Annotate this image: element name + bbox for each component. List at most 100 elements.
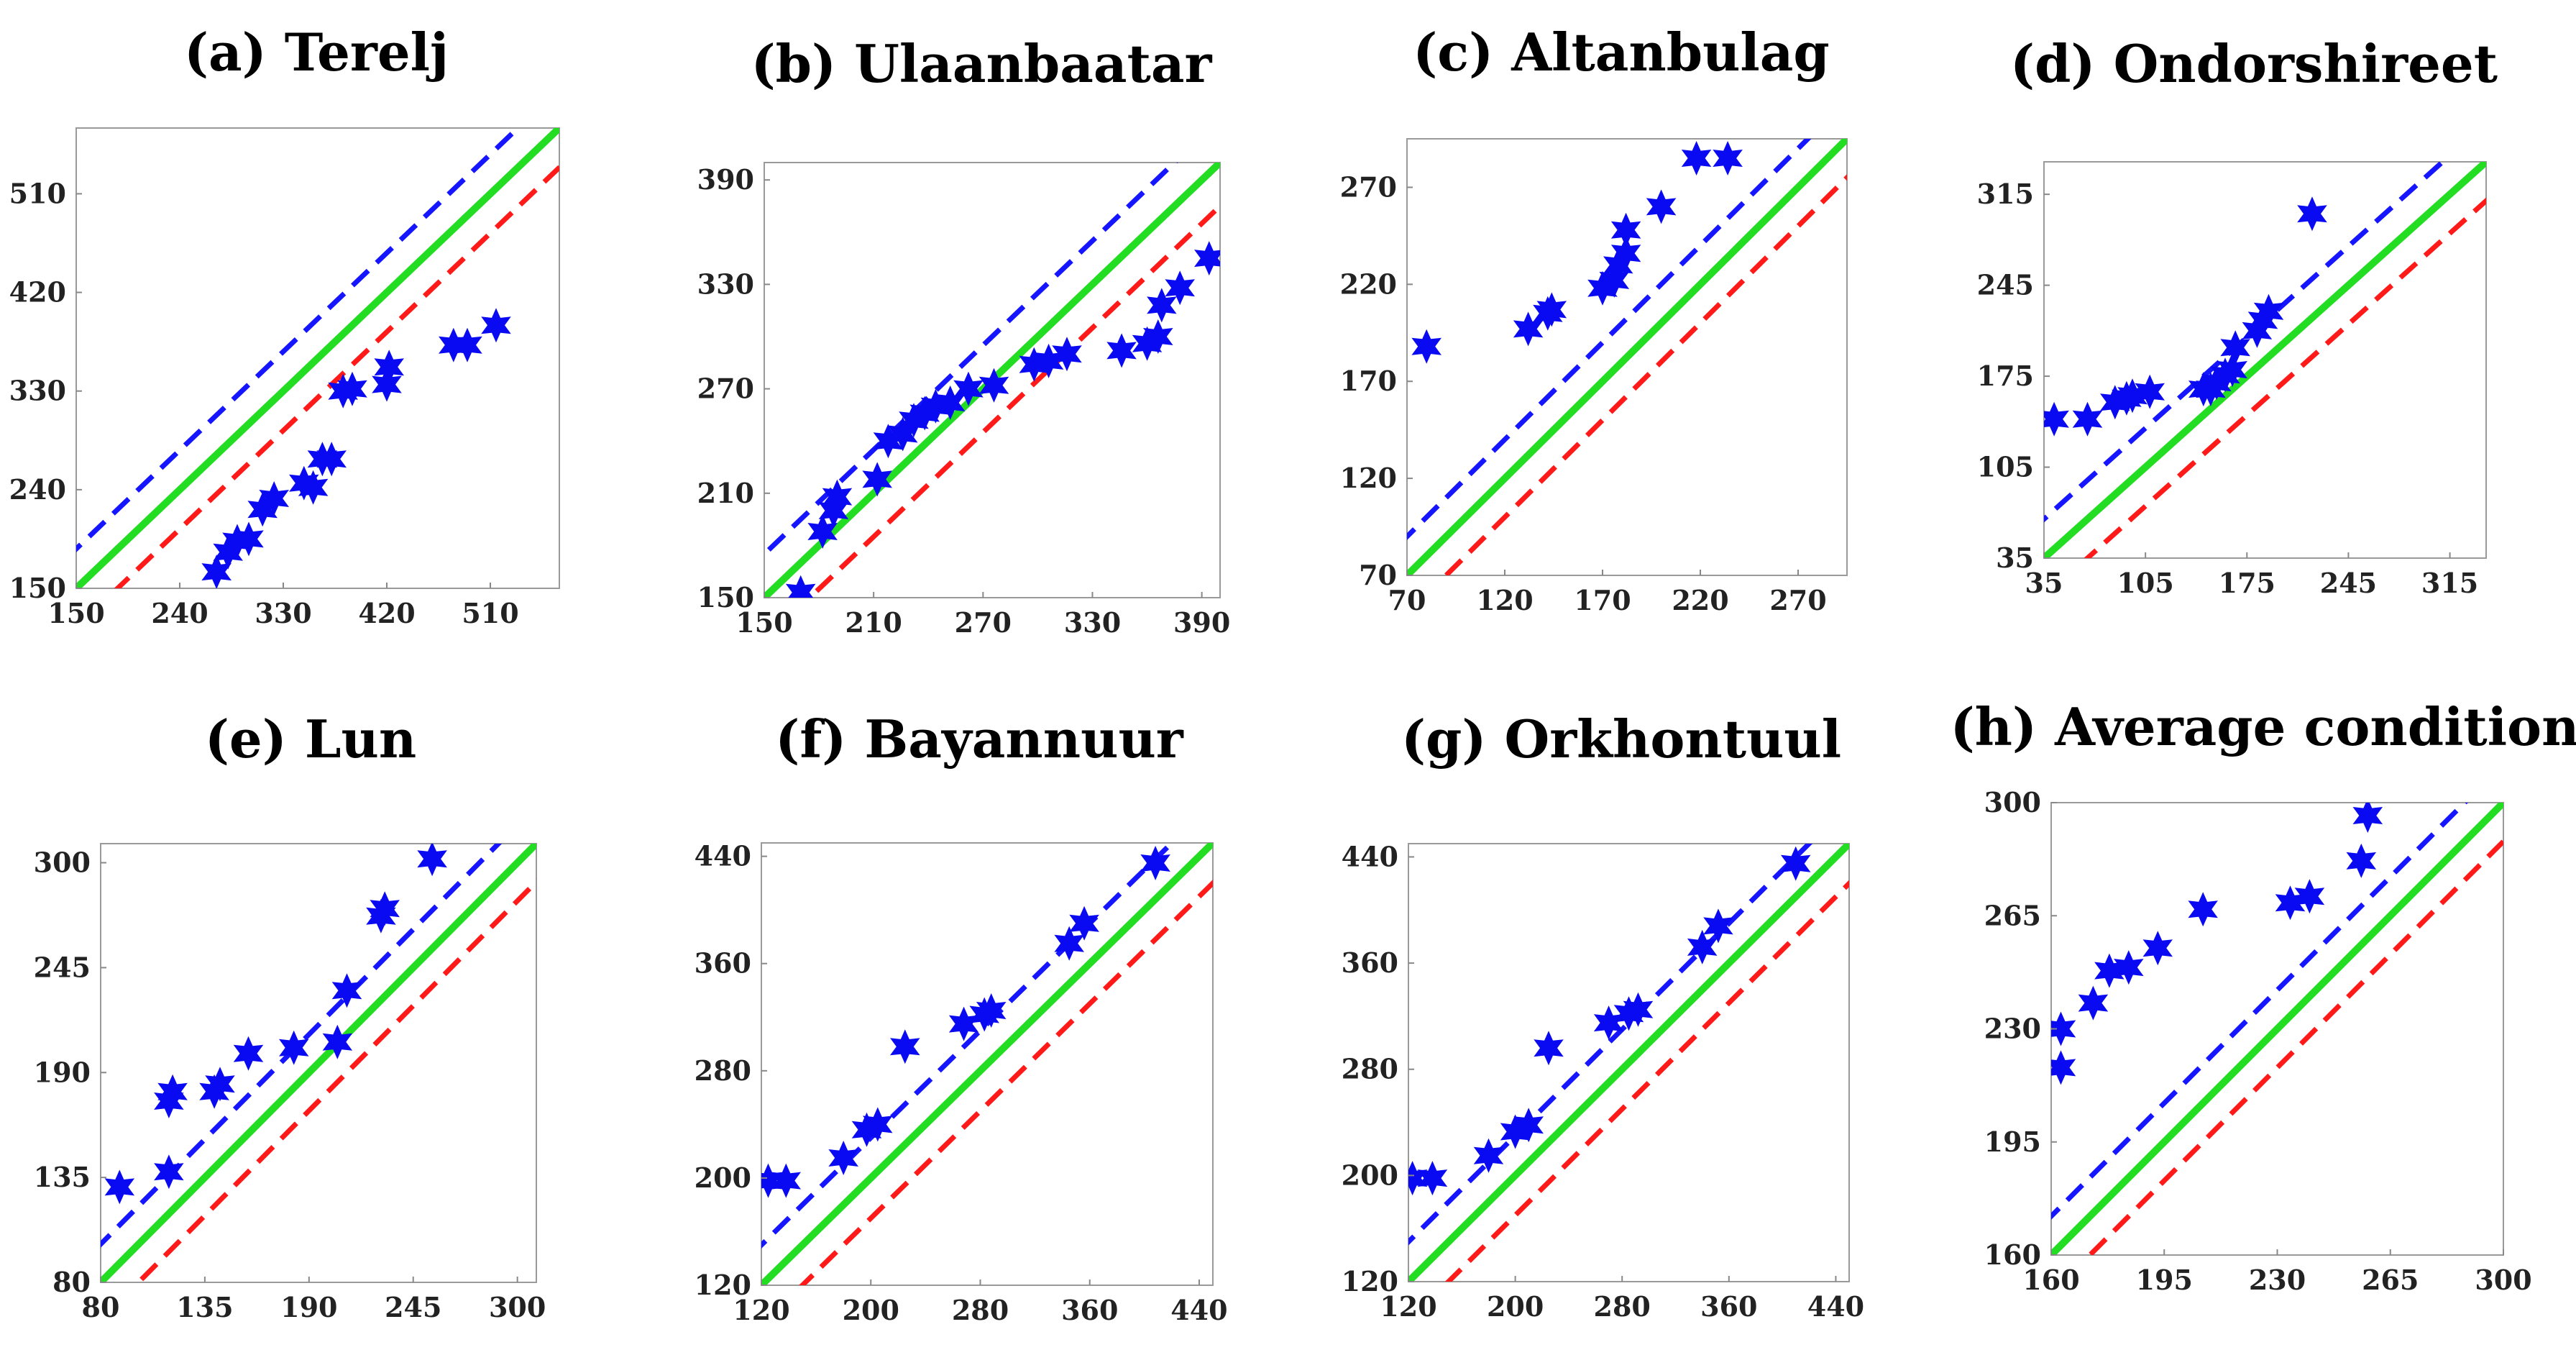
y-tick-label: 170 — [1340, 365, 1397, 397]
plot-area — [764, 163, 1220, 598]
x-tick-label: 240 — [151, 597, 208, 629]
data-point — [1147, 288, 1177, 323]
data-point — [2094, 953, 2124, 988]
y-tick-label: 135 — [34, 1161, 91, 1193]
y-tick-label: 200 — [695, 1162, 751, 1194]
data-point — [1780, 846, 1811, 881]
y-tick-label: 175 — [1977, 360, 2034, 392]
panel-title: (f) Bayannuur — [775, 708, 1183, 770]
y-tick-label: 190 — [34, 1056, 91, 1088]
data-point — [439, 327, 469, 362]
data-point — [322, 1024, 353, 1059]
data-point — [452, 327, 482, 362]
one-to-one-line — [1407, 139, 1847, 575]
x-tick-label: 270 — [955, 606, 1012, 639]
y-tick-label: 195 — [1984, 1126, 2041, 1158]
x-tick-label: 280 — [952, 1294, 1009, 1326]
data-point — [2051, 1011, 2076, 1046]
data-point — [2051, 1050, 2076, 1085]
panel-title: (g) Orkhontuul — [1401, 708, 1842, 770]
upper-bound-line — [2051, 803, 2469, 1221]
x-tick-label: 200 — [843, 1294, 899, 1326]
x-tick-label: 220 — [1672, 584, 1728, 616]
data-point — [1534, 1031, 1564, 1066]
data-point — [222, 524, 252, 559]
data-point — [1165, 270, 1195, 306]
y-tick-label: 420 — [9, 276, 66, 309]
x-tick-label: 120 — [1380, 1290, 1436, 1323]
upper-bound-line — [1407, 139, 1812, 540]
x-tick-label: 135 — [176, 1291, 233, 1323]
data-point — [2188, 892, 2218, 927]
data-point — [920, 388, 951, 424]
data-point — [873, 424, 904, 459]
data-point — [1687, 929, 1718, 964]
x-tick-label: 80 — [82, 1291, 120, 1323]
y-tick-label: 360 — [695, 947, 751, 980]
data-point — [2078, 985, 2109, 1021]
y-tick-label: 80 — [52, 1266, 91, 1298]
x-tick-label: 105 — [2117, 567, 2173, 599]
plot-area — [2044, 162, 2486, 558]
data-point — [201, 555, 232, 588]
y-tick-label: 220 — [1340, 268, 1397, 300]
data-point — [1473, 1138, 1504, 1173]
data-point — [2297, 196, 2327, 232]
data-point — [1417, 1161, 1448, 1196]
data-point — [1513, 1108, 1544, 1143]
data-point — [247, 492, 278, 527]
lower-bound-line — [2086, 837, 2503, 1255]
data-point — [370, 891, 400, 926]
data-point — [1019, 347, 1050, 382]
y-tick-label: 390 — [697, 163, 754, 196]
y-tick-label: 105 — [1977, 451, 2034, 483]
data-point — [1593, 1005, 1624, 1041]
data-point — [2247, 303, 2278, 338]
data-point — [1610, 212, 1641, 247]
y-tick-label: 35 — [1996, 542, 2034, 574]
data-point — [890, 1029, 920, 1064]
data-point — [978, 368, 1009, 403]
upper-bound-line — [101, 844, 503, 1248]
x-tick-label: 330 — [1064, 606, 1121, 639]
one-to-one-line — [2051, 803, 2503, 1255]
y-tick-label: 280 — [1342, 1053, 1398, 1085]
data-point — [1408, 1161, 1428, 1196]
y-tick-label: 245 — [34, 951, 91, 983]
x-tick-label: 300 — [489, 1291, 546, 1323]
x-tick-label: 120 — [1476, 584, 1533, 616]
x-tick-label: 190 — [280, 1291, 337, 1323]
y-tick-label: 70 — [1359, 559, 1397, 591]
y-tick-label: 245 — [1977, 269, 2034, 301]
data-point — [2072, 401, 2103, 437]
x-tick-label: 360 — [1061, 1294, 1118, 1326]
one-to-one-line — [761, 843, 1213, 1285]
plot-area — [1408, 844, 1849, 1282]
x-tick-label: 270 — [1769, 584, 1826, 616]
x-tick-label: 390 — [1173, 606, 1230, 639]
one-to-one-line — [2044, 162, 2486, 558]
x-tick-label: 420 — [358, 597, 415, 629]
x-tick-label: 280 — [1594, 1290, 1651, 1323]
y-tick-label: 120 — [1340, 462, 1397, 494]
data-point — [771, 1163, 801, 1198]
plot-area — [76, 128, 559, 588]
data-point — [1143, 319, 1173, 354]
x-tick-label: 360 — [1700, 1290, 1757, 1323]
data-point — [1069, 905, 1099, 941]
y-tick-label: 360 — [1342, 946, 1398, 979]
data-point — [233, 1036, 264, 1071]
x-tick-label: 120 — [733, 1294, 789, 1326]
plot-area — [1407, 139, 1847, 575]
data-point — [1713, 141, 1743, 175]
data-point — [298, 470, 329, 505]
x-tick-label: 175 — [2219, 567, 2275, 599]
data-point — [828, 1141, 858, 1175]
y-tick-label: 330 — [697, 268, 754, 300]
y-tick-label: 270 — [697, 373, 754, 405]
